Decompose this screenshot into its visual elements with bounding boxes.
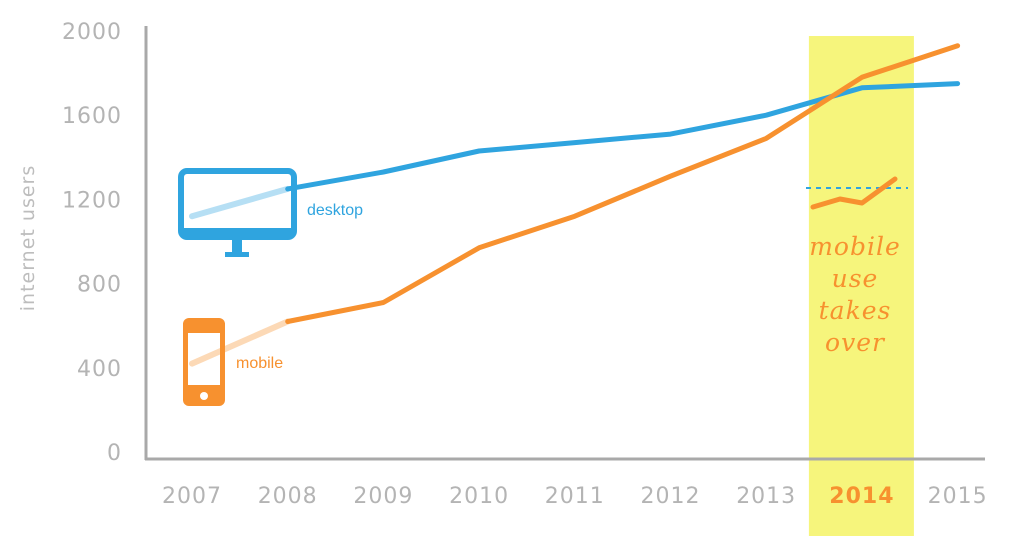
annotation-line-1: mobile: [809, 232, 901, 261]
x-tick-label: 2009: [353, 484, 413, 509]
y-tick-label: 400: [77, 357, 122, 382]
monitor-icon: [178, 168, 297, 257]
y-tick-label: 0: [107, 441, 122, 466]
x-tick-label: 2007: [162, 484, 222, 509]
highlight-band-2014: [808, 36, 914, 536]
annotation-squiggle: [810, 176, 898, 210]
smartphone-icon: [183, 318, 225, 406]
annotation-line-4: over: [825, 328, 886, 357]
y-tick-label: 1200: [62, 188, 122, 213]
annotation-line-2: use: [832, 264, 879, 293]
y-tick-label: 1600: [62, 104, 122, 129]
legend-label-mobile: mobile: [236, 355, 283, 372]
x-tick-label: 2010: [449, 484, 509, 509]
legend-label-desktop: desktop: [307, 202, 363, 219]
series-line-desktop-faded-segment: [189, 185, 291, 220]
y-tick-label: 2000: [62, 20, 122, 45]
x-tick-label: 2008: [258, 484, 318, 509]
x-tick-label: 2013: [736, 484, 796, 509]
x-tick-label: 2011: [545, 484, 605, 509]
annotation-line-3: takes: [819, 296, 892, 325]
series-line-mobile-faded-segment: [189, 318, 291, 367]
series-line-desktop: [285, 81, 961, 192]
x-tick-label: 2015: [928, 484, 988, 509]
x-tick-label: 2012: [641, 484, 701, 509]
y-tick-label: 800: [77, 273, 122, 298]
x-tick-label: 2014: [829, 484, 894, 509]
series-line-mobile: [285, 43, 961, 324]
y-axis-title: internet users: [17, 165, 39, 312]
